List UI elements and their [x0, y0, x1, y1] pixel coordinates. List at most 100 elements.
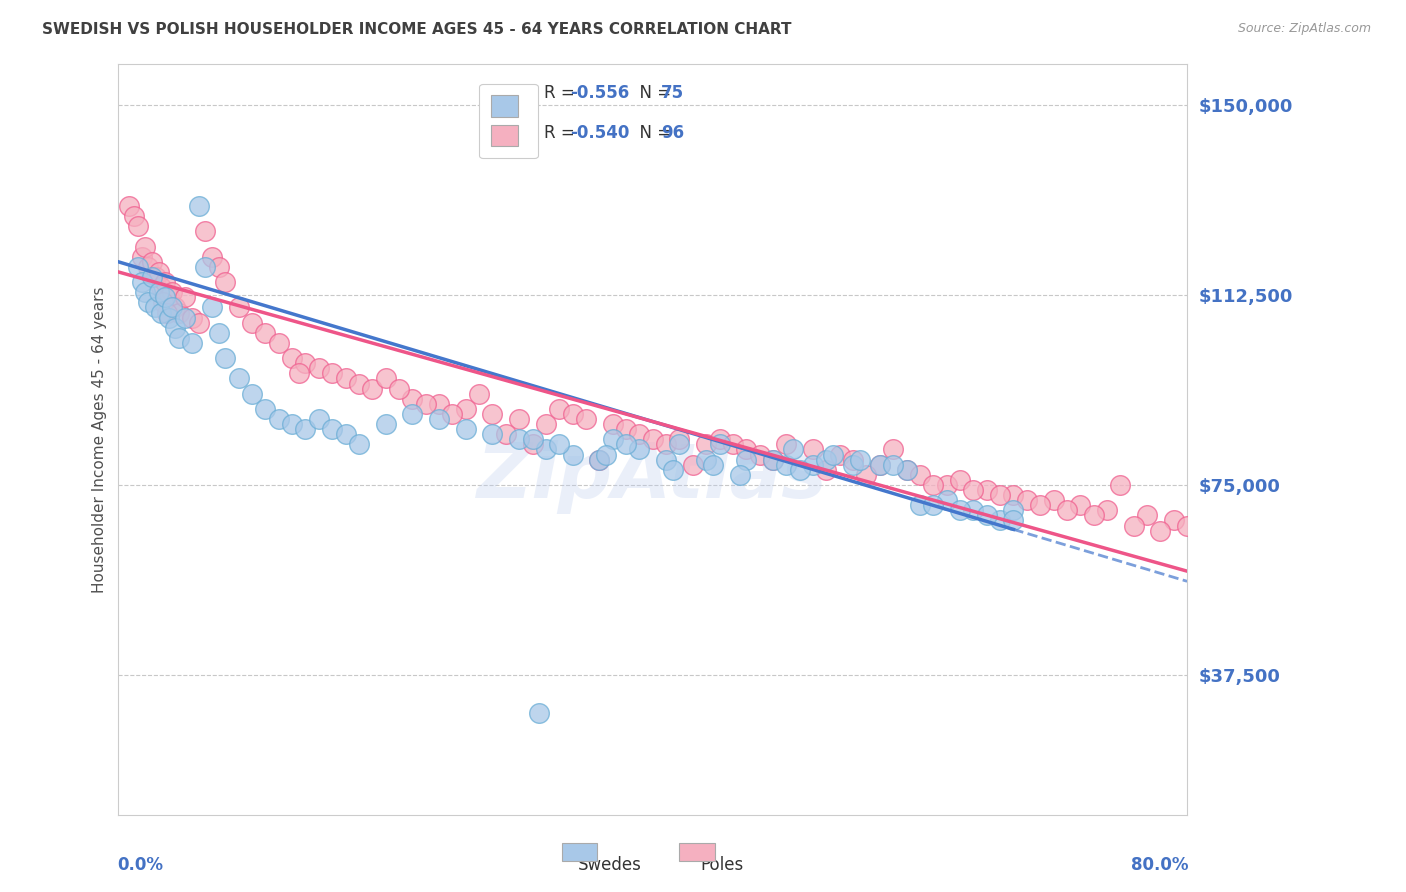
- Point: [1095, 503, 1118, 517]
- Point: [748, 448, 770, 462]
- Point: [134, 239, 156, 253]
- Point: [254, 326, 277, 340]
- Point: [240, 316, 263, 330]
- Point: [842, 458, 865, 472]
- Point: [347, 437, 370, 451]
- Point: [240, 386, 263, 401]
- Point: [136, 295, 159, 310]
- Point: [823, 448, 845, 462]
- Text: N =: N =: [630, 85, 676, 103]
- Point: [180, 335, 202, 350]
- Point: [374, 417, 396, 431]
- Point: [896, 463, 918, 477]
- Point: [174, 310, 197, 325]
- Point: [167, 331, 190, 345]
- Point: [842, 452, 865, 467]
- Point: [388, 382, 411, 396]
- Point: [534, 442, 557, 457]
- Text: R =: R =: [544, 124, 579, 142]
- Point: [160, 285, 183, 300]
- Point: [775, 458, 797, 472]
- Point: [1042, 493, 1064, 508]
- Point: [201, 250, 224, 264]
- Point: [922, 478, 945, 492]
- Point: [1136, 508, 1159, 523]
- Point: [1149, 524, 1171, 538]
- Point: [294, 422, 316, 436]
- Text: N =: N =: [630, 124, 676, 142]
- Point: [668, 433, 690, 447]
- Point: [735, 452, 758, 467]
- Point: [441, 407, 464, 421]
- Point: [815, 452, 838, 467]
- Point: [1056, 503, 1078, 517]
- Point: [1122, 518, 1144, 533]
- Point: [124, 209, 146, 223]
- Point: [695, 437, 717, 451]
- Point: [522, 433, 544, 447]
- Point: [882, 458, 904, 472]
- Point: [207, 260, 229, 274]
- Point: [849, 452, 872, 467]
- Point: [1069, 498, 1091, 512]
- Point: [882, 442, 904, 457]
- Point: [174, 290, 197, 304]
- Point: [167, 305, 190, 319]
- Point: [335, 427, 357, 442]
- Point: [308, 361, 330, 376]
- Point: [415, 397, 437, 411]
- Point: [401, 392, 423, 406]
- Point: [529, 706, 551, 720]
- Point: [1109, 478, 1132, 492]
- Point: [118, 199, 141, 213]
- Point: [628, 442, 651, 457]
- Text: R =: R =: [544, 85, 579, 103]
- Point: [815, 463, 838, 477]
- Text: ZipAtlas: ZipAtlas: [478, 440, 828, 514]
- Point: [641, 433, 664, 447]
- Point: [775, 437, 797, 451]
- Point: [145, 270, 167, 285]
- Point: [801, 458, 824, 472]
- Point: [160, 301, 183, 315]
- Point: [988, 513, 1011, 527]
- Point: [150, 305, 173, 319]
- Point: [682, 458, 704, 472]
- Point: [762, 452, 785, 467]
- Text: Poles: Poles: [700, 855, 744, 874]
- Point: [602, 433, 624, 447]
- Point: [157, 290, 180, 304]
- Point: [148, 285, 170, 300]
- Point: [855, 467, 877, 482]
- Point: [575, 412, 598, 426]
- Point: [655, 452, 678, 467]
- Point: [131, 250, 153, 264]
- Point: [214, 351, 236, 366]
- Point: [922, 498, 945, 512]
- Point: [962, 503, 984, 517]
- Point: [721, 437, 744, 451]
- Point: [988, 488, 1011, 502]
- Point: [308, 412, 330, 426]
- Point: [709, 437, 731, 451]
- Point: [288, 367, 311, 381]
- Point: [522, 437, 544, 451]
- Point: [153, 275, 176, 289]
- Point: [662, 463, 685, 477]
- Point: [962, 483, 984, 497]
- Point: [728, 467, 751, 482]
- Point: [281, 417, 304, 431]
- Point: [347, 376, 370, 391]
- Text: 96: 96: [661, 124, 685, 142]
- Y-axis label: Householder Income Ages 45 - 64 years: Householder Income Ages 45 - 64 years: [93, 286, 107, 592]
- Point: [628, 427, 651, 442]
- Point: [143, 301, 166, 315]
- Point: [655, 437, 678, 451]
- Point: [949, 503, 972, 517]
- Point: [495, 427, 517, 442]
- Point: [534, 417, 557, 431]
- Point: [949, 473, 972, 487]
- Point: [187, 199, 209, 213]
- Point: [267, 412, 290, 426]
- Point: [127, 260, 149, 274]
